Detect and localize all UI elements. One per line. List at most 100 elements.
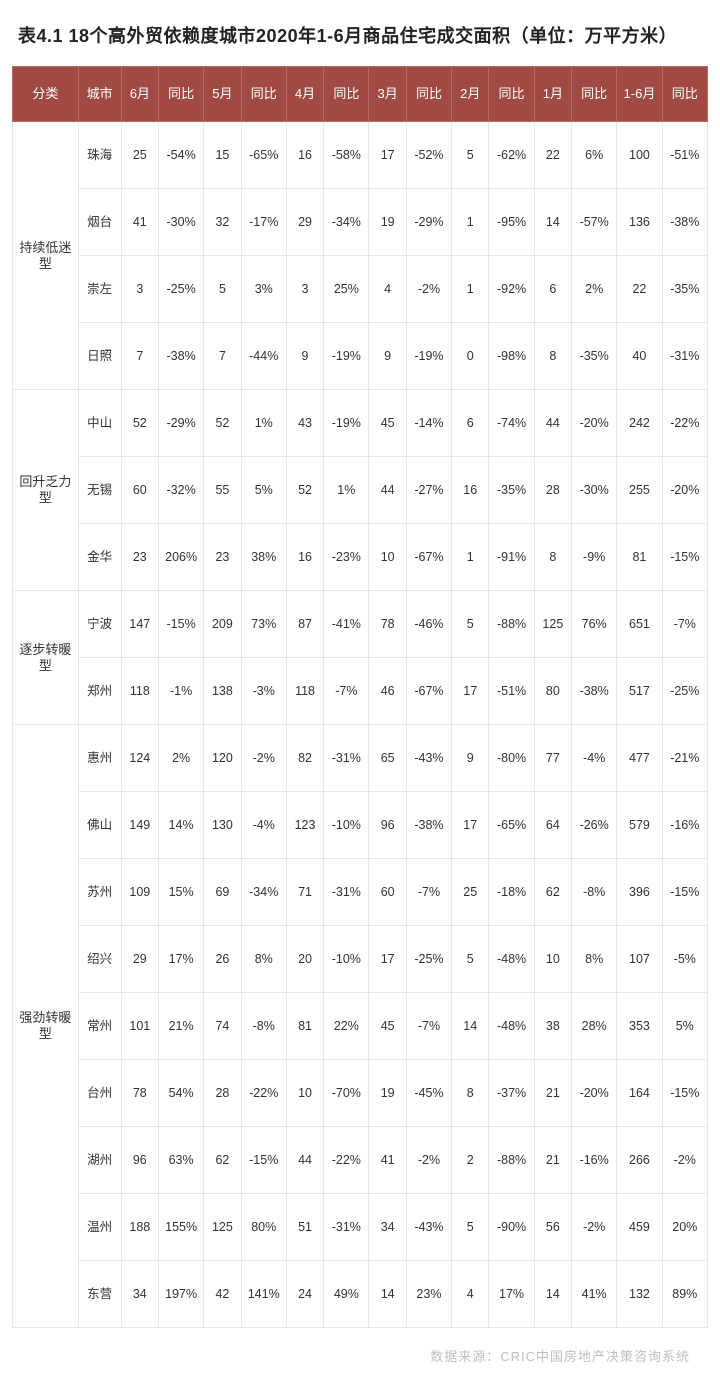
value-cell: 22 — [617, 256, 662, 323]
value-cell: 118 — [286, 658, 323, 725]
table-header-cell: 分类 — [13, 67, 79, 122]
value-cell: -88% — [489, 591, 534, 658]
value-cell: -7% — [324, 658, 369, 725]
city-cell: 烟台 — [78, 189, 121, 256]
value-cell: 7 — [121, 323, 158, 390]
value-cell: 16 — [286, 122, 323, 189]
value-cell: -70% — [324, 1060, 369, 1127]
value-cell: 459 — [617, 1194, 662, 1261]
value-cell: -10% — [324, 926, 369, 993]
value-cell: -3% — [241, 658, 286, 725]
value-cell: 23 — [204, 524, 241, 591]
value-cell: 77 — [534, 725, 571, 792]
value-cell: -48% — [489, 993, 534, 1060]
table-row: 持续低迷型珠海25-54%15-65%16-58%17-52%5-62%226%… — [13, 122, 708, 189]
city-cell: 东营 — [78, 1261, 121, 1328]
value-cell: 80% — [241, 1194, 286, 1261]
value-cell: 1% — [241, 390, 286, 457]
value-cell: 34 — [369, 1194, 406, 1261]
value-cell: -88% — [489, 1127, 534, 1194]
value-cell: 255 — [617, 457, 662, 524]
table-row: 崇左3-25%53%325%4-2%1-92%62%22-35% — [13, 256, 708, 323]
value-cell: -80% — [489, 725, 534, 792]
table-row: 佛山14914%130-4%123-10%96-38%17-65%64-26%5… — [13, 792, 708, 859]
value-cell: 125 — [534, 591, 571, 658]
value-cell: -25% — [406, 926, 451, 993]
value-cell: 76% — [572, 591, 617, 658]
value-cell: 130 — [204, 792, 241, 859]
value-cell: 138 — [204, 658, 241, 725]
value-cell: -35% — [572, 323, 617, 390]
table-row: 日照7-38%7-44%9-19%9-19%0-98%8-35%40-31% — [13, 323, 708, 390]
value-cell: 52 — [286, 457, 323, 524]
value-cell: 19 — [369, 1060, 406, 1127]
value-cell: -32% — [158, 457, 203, 524]
value-cell: 89% — [662, 1261, 707, 1328]
value-cell: 21 — [534, 1127, 571, 1194]
value-cell: 14% — [158, 792, 203, 859]
city-cell: 绍兴 — [78, 926, 121, 993]
value-cell: -2% — [406, 256, 451, 323]
table-row: 东营34197%42141%2449%1423%417%1441%13289% — [13, 1261, 708, 1328]
table-row: 温州188155%12580%51-31%34-43%5-90%56-2%459… — [13, 1194, 708, 1261]
table-header-cell: 同比 — [241, 67, 286, 122]
value-cell: 80 — [534, 658, 571, 725]
value-cell: 9 — [286, 323, 323, 390]
value-cell: 81 — [617, 524, 662, 591]
value-cell: 101 — [121, 993, 158, 1060]
page-title: 表4.1 18个高外贸依赖度城市2020年1-6月商品住宅成交面积（单位：万平方… — [18, 22, 708, 48]
value-cell: 3 — [286, 256, 323, 323]
value-cell: 149 — [121, 792, 158, 859]
value-cell: -44% — [241, 323, 286, 390]
table-row: 常州10121%74-8%8122%45-7%14-48%3828%3535% — [13, 993, 708, 1060]
value-cell: 0 — [452, 323, 489, 390]
value-cell: 5% — [241, 457, 286, 524]
value-cell: -21% — [662, 725, 707, 792]
value-cell: -58% — [324, 122, 369, 189]
value-cell: -20% — [572, 390, 617, 457]
value-cell: 29 — [121, 926, 158, 993]
value-cell: -1% — [158, 658, 203, 725]
value-cell: 120 — [204, 725, 241, 792]
value-cell: 52 — [121, 390, 158, 457]
value-cell: 2 — [452, 1127, 489, 1194]
value-cell: 1 — [452, 256, 489, 323]
value-cell: 25% — [324, 256, 369, 323]
value-cell: -41% — [324, 591, 369, 658]
value-cell: -23% — [324, 524, 369, 591]
value-cell: -29% — [406, 189, 451, 256]
value-cell: 54% — [158, 1060, 203, 1127]
value-cell: -22% — [662, 390, 707, 457]
value-cell: -31% — [324, 1194, 369, 1261]
value-cell: 8% — [572, 926, 617, 993]
value-cell: 5 — [452, 591, 489, 658]
value-cell: -37% — [489, 1060, 534, 1127]
value-cell: -74% — [489, 390, 534, 457]
value-cell: -51% — [489, 658, 534, 725]
value-cell: 62 — [204, 1127, 241, 1194]
value-cell: -65% — [241, 122, 286, 189]
table-header-cell: 5月 — [204, 67, 241, 122]
value-cell: 19 — [369, 189, 406, 256]
value-cell: 164 — [617, 1060, 662, 1127]
value-cell: 10 — [369, 524, 406, 591]
table-header-cell: 4月 — [286, 67, 323, 122]
value-cell: -90% — [489, 1194, 534, 1261]
value-cell: 21 — [534, 1060, 571, 1127]
value-cell: 69 — [204, 859, 241, 926]
value-cell: -45% — [406, 1060, 451, 1127]
value-cell: 49% — [324, 1261, 369, 1328]
value-cell: -26% — [572, 792, 617, 859]
value-cell: -38% — [662, 189, 707, 256]
value-cell: 5 — [452, 926, 489, 993]
value-cell: 34 — [121, 1261, 158, 1328]
value-cell: -38% — [572, 658, 617, 725]
city-cell: 崇左 — [78, 256, 121, 323]
value-cell: 44 — [534, 390, 571, 457]
value-cell: -4% — [572, 725, 617, 792]
value-cell: 197% — [158, 1261, 203, 1328]
value-cell: 4 — [452, 1261, 489, 1328]
value-cell: -38% — [158, 323, 203, 390]
value-cell: 9 — [452, 725, 489, 792]
page: 表4.1 18个高外贸依赖度城市2020年1-6月商品住宅成交面积（单位：万平方… — [0, 0, 720, 1383]
